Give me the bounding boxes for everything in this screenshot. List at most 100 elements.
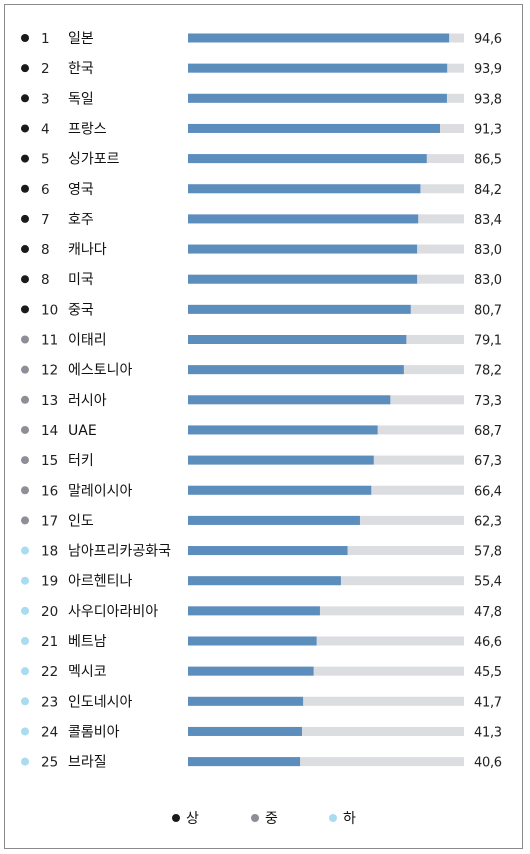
tier-dot bbox=[21, 275, 29, 284]
table-row: 13 러시아 73,3 bbox=[21, 393, 502, 409]
bar-track bbox=[188, 757, 464, 767]
value-label: 79,1 bbox=[474, 334, 502, 349]
rank-label: 16 bbox=[41, 483, 58, 499]
value-label: 57,8 bbox=[474, 545, 502, 560]
tier-dot bbox=[21, 456, 29, 465]
country-label: 콜롬비아 bbox=[68, 724, 120, 740]
tier-dot bbox=[21, 727, 29, 736]
table-row: 22 멕시코 45,5 bbox=[21, 664, 502, 680]
country-label: 사우디아라비아 bbox=[68, 604, 158, 620]
legend-label: 중 bbox=[265, 811, 278, 827]
rank-label: 5 bbox=[41, 152, 50, 168]
value-label: 93,9 bbox=[474, 62, 502, 77]
value-label: 47,8 bbox=[474, 605, 502, 620]
country-label: 한국 bbox=[68, 61, 94, 77]
table-row: 12 에스토니아 78,2 bbox=[21, 363, 502, 379]
value-label: 46,6 bbox=[474, 635, 502, 650]
rank-label: 25 bbox=[41, 755, 58, 771]
tier-dot bbox=[21, 365, 29, 374]
bar-track bbox=[188, 666, 464, 676]
tier-dot bbox=[21, 486, 29, 495]
value-label: 83,4 bbox=[474, 213, 502, 228]
table-row: 24 콜롬비아 41,3 bbox=[21, 724, 502, 740]
tier-dot bbox=[21, 697, 29, 706]
bar bbox=[188, 636, 317, 646]
tier-dot bbox=[21, 124, 29, 133]
table-row: 18 남아프리카공화국 57,8 bbox=[21, 544, 502, 560]
value-label: 91,3 bbox=[474, 122, 502, 137]
table-row: 17 인도 62,3 bbox=[21, 513, 502, 529]
value-label: 62,3 bbox=[474, 514, 502, 529]
rank-label: 23 bbox=[41, 694, 58, 710]
value-label: 94,6 bbox=[474, 32, 502, 47]
bar bbox=[188, 214, 419, 224]
table-row: 11 이태리 79,1 bbox=[21, 333, 502, 349]
tier-dot bbox=[21, 154, 29, 163]
bar bbox=[188, 546, 348, 556]
tier-dot bbox=[21, 576, 29, 585]
value-label: 66,4 bbox=[474, 484, 502, 499]
bar bbox=[188, 274, 418, 284]
table-row: 19 아르헨티나 55,4 bbox=[21, 574, 502, 590]
tier-dot bbox=[21, 606, 29, 615]
tier-dot bbox=[21, 184, 29, 193]
legend-label: 상 bbox=[186, 811, 199, 827]
rank-label: 10 bbox=[41, 302, 58, 318]
table-row: 21 베트남 46,6 bbox=[21, 634, 502, 650]
table-row: 1 일본 94,6 bbox=[21, 31, 502, 47]
tier-dot bbox=[21, 335, 29, 344]
value-label: 84,2 bbox=[474, 183, 502, 198]
bar bbox=[188, 33, 450, 43]
table-row: 25 브라질 40,6 bbox=[21, 755, 502, 771]
rank-label: 20 bbox=[41, 604, 58, 620]
table-row: 16 말레이시아 66,4 bbox=[21, 483, 502, 499]
legend-item: 하 bbox=[329, 811, 356, 827]
legend-dot bbox=[329, 814, 337, 822]
country-label: 독일 bbox=[68, 91, 94, 107]
country-label: 호주 bbox=[68, 212, 94, 228]
bar bbox=[188, 63, 448, 73]
tier-dot bbox=[21, 395, 29, 404]
tier-dot bbox=[21, 245, 29, 254]
rank-label: 13 bbox=[41, 393, 58, 409]
bar bbox=[188, 666, 314, 676]
value-label: 83,0 bbox=[474, 273, 502, 288]
value-label: 67,3 bbox=[474, 454, 502, 469]
tier-dot bbox=[21, 94, 29, 103]
country-label: 중국 bbox=[68, 302, 94, 318]
tier-dot bbox=[21, 34, 29, 42]
tier-dot bbox=[21, 637, 29, 645]
value-label: 68,7 bbox=[474, 424, 502, 439]
rank-label: 8 bbox=[41, 272, 50, 288]
legend-item: 중 bbox=[251, 811, 278, 827]
bar bbox=[188, 425, 378, 435]
value-label: 83,0 bbox=[474, 243, 502, 258]
bar bbox=[188, 395, 391, 405]
country-label: 인도 bbox=[68, 513, 94, 529]
value-label: 41,3 bbox=[474, 725, 502, 740]
country-label: 터키 bbox=[68, 453, 94, 469]
chart-frame bbox=[4, 4, 523, 849]
tier-dot bbox=[21, 214, 29, 223]
bar bbox=[188, 184, 421, 194]
legend-dot bbox=[251, 814, 259, 822]
bar bbox=[188, 304, 411, 314]
bar bbox=[188, 244, 418, 254]
bar bbox=[188, 757, 301, 767]
country-label: 이태리 bbox=[68, 333, 107, 349]
country-label: UAE bbox=[68, 423, 97, 439]
chart-rows: 1 일본 94,6 2 한국 93,9 3 독일 93,8 4 프랑스 91,3 5 싱가포르 86,5 6 영… bbox=[21, 31, 502, 771]
bar-track bbox=[188, 696, 464, 706]
value-label: 80,7 bbox=[474, 303, 502, 318]
bar bbox=[188, 154, 427, 164]
rank-label: 4 bbox=[41, 121, 50, 137]
bar bbox=[188, 455, 374, 465]
table-row: 2 한국 93,9 bbox=[21, 61, 502, 77]
country-label: 에스토니아 bbox=[68, 363, 133, 379]
tier-dot bbox=[21, 516, 29, 525]
table-row: 15 터키 67,3 bbox=[21, 453, 502, 469]
bar bbox=[188, 365, 404, 375]
table-row: 10 중국 80,7 bbox=[21, 302, 502, 318]
country-label: 러시아 bbox=[68, 393, 107, 409]
table-row: 23 인도네시아 41,7 bbox=[21, 694, 502, 710]
